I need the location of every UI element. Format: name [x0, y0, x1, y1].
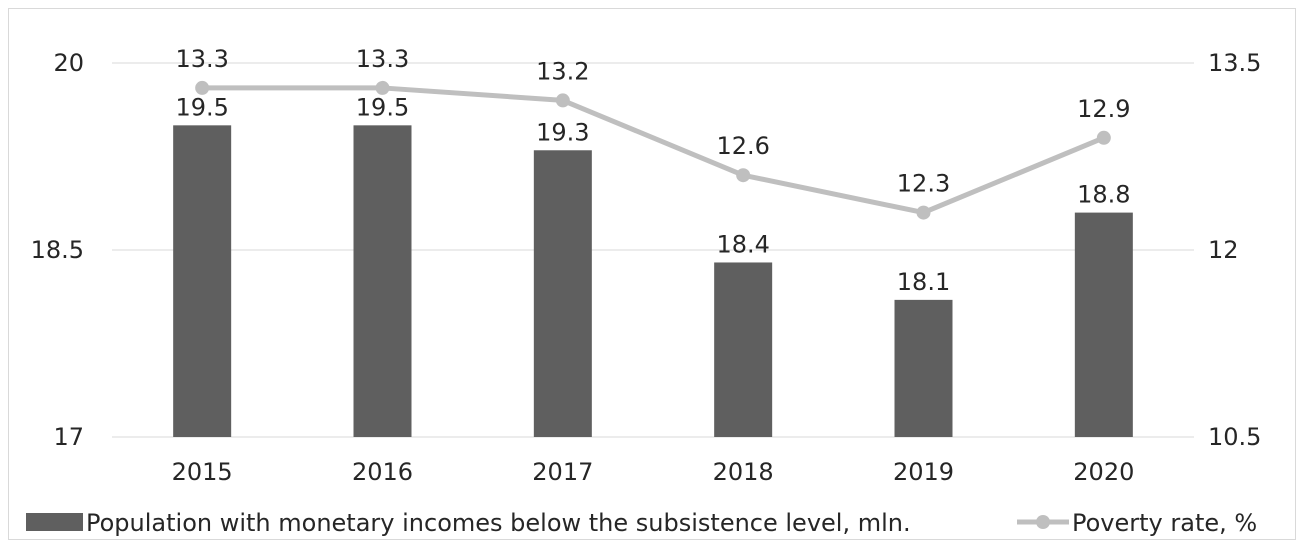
- bar-value-label: 18.4: [716, 230, 769, 258]
- line-value-label: 12.3: [897, 170, 950, 198]
- line-value-label: 13.2: [536, 57, 589, 85]
- poverty-line: [195, 80, 1111, 220]
- poverty-point-2015: [195, 80, 210, 95]
- bar-2016: [353, 125, 412, 437]
- x-tick-label: 2020: [1073, 458, 1134, 486]
- bar-2020: [1074, 212, 1133, 437]
- y-left-tick-label: 20: [53, 49, 84, 77]
- axes: 17 18.5 20 10.5 12 13.5 2015 2016 2017 2018 2019 20…: [31, 49, 1262, 486]
- poverty-line-path: [202, 85, 1105, 216]
- y-right-tick-label: 10.5: [1208, 423, 1261, 451]
- y-left-tick-label: 17: [53, 423, 84, 451]
- line-value-label: 12.6: [716, 132, 769, 160]
- bar-2015: [173, 125, 232, 437]
- line-value-label: 12.9: [1077, 95, 1130, 123]
- bar-value-label: 19.5: [175, 93, 228, 121]
- x-tick-label: 2015: [172, 458, 233, 486]
- legend-bar-label: Population with monetary incomes below t…: [86, 509, 911, 537]
- x-tick-label: 2017: [532, 458, 593, 486]
- bar-2019: [894, 299, 953, 437]
- y-right-tick-label: 13.5: [1208, 49, 1261, 77]
- poverty-point-2016: [375, 80, 390, 95]
- bar-value-label: 19.5: [356, 93, 409, 121]
- line-value-label: 13.3: [356, 45, 409, 73]
- line-value-label: 13.3: [175, 45, 228, 73]
- bars: [173, 125, 1133, 437]
- legend-line-marker: [1036, 515, 1050, 529]
- poverty-point-2019: [916, 205, 931, 220]
- gridlines: [112, 62, 1194, 438]
- bar-2017: [533, 150, 592, 437]
- legend: Population with monetary incomes below t…: [26, 509, 1257, 537]
- bar-value-label: 18.1: [897, 268, 950, 296]
- y-left-tick-label: 18.5: [31, 236, 84, 264]
- x-tick-label: 2016: [352, 458, 413, 486]
- bar-value-label: 18.8: [1077, 181, 1130, 209]
- poverty-point-2020: [1096, 130, 1111, 145]
- x-tick-label: 2018: [713, 458, 774, 486]
- x-tick-label: 2019: [893, 458, 954, 486]
- legend-bar-swatch: [26, 513, 83, 531]
- legend-line-label: Poverty rate, %: [1072, 509, 1257, 537]
- poverty-point-2017: [555, 93, 570, 108]
- bar-value-label: 19.3: [536, 118, 589, 146]
- bar-2018: [714, 262, 773, 437]
- data-labels: 19.5 19.5 19.3 18.4 18.1 18.8 13.3 13.3 13.2 12.6…: [175, 45, 1130, 296]
- poverty-point-2018: [736, 168, 751, 183]
- y-right-tick-label: 12: [1208, 236, 1239, 264]
